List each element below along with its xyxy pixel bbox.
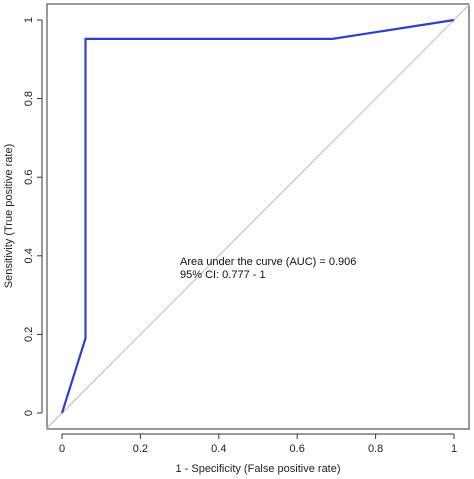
y-tick-label: 0.2: [23, 327, 35, 342]
x-tick-label: 0.2: [133, 443, 148, 455]
y-tick-label: 0.6: [23, 170, 35, 185]
x-tick-label: 1: [451, 443, 457, 455]
roc-curve: [60, 18, 455, 414]
plot-frame: [46, 3, 470, 430]
y-tick-label: 0: [23, 410, 35, 416]
auc-annotation: Area under the curve (AUC) = 0.906: [180, 256, 356, 268]
y-axis-label: Sensitivity (True positive rate): [3, 144, 15, 288]
reference-diagonal: [45, 3, 471, 430]
y-tick-label: 0.4: [23, 248, 35, 263]
x-tick-label: 0.8: [368, 443, 383, 455]
y-tick-label: 1: [23, 17, 35, 23]
y-axis: 0 0.2 0.4 0.6 0.8 1: [23, 17, 43, 416]
x-tick-label: 0.6: [290, 443, 305, 455]
ci-annotation: 95% CI: 0.777 - 1: [180, 269, 266, 281]
x-tick-label: 0.4: [211, 443, 226, 455]
x-tick-label: 0: [59, 443, 65, 455]
x-axis-label: 1 - Specificity (False positive rate): [175, 463, 340, 475]
y-tick-label: 0.8: [23, 91, 35, 106]
x-axis: 0 0.2 0.4 0.6 0.8 1: [59, 433, 457, 455]
